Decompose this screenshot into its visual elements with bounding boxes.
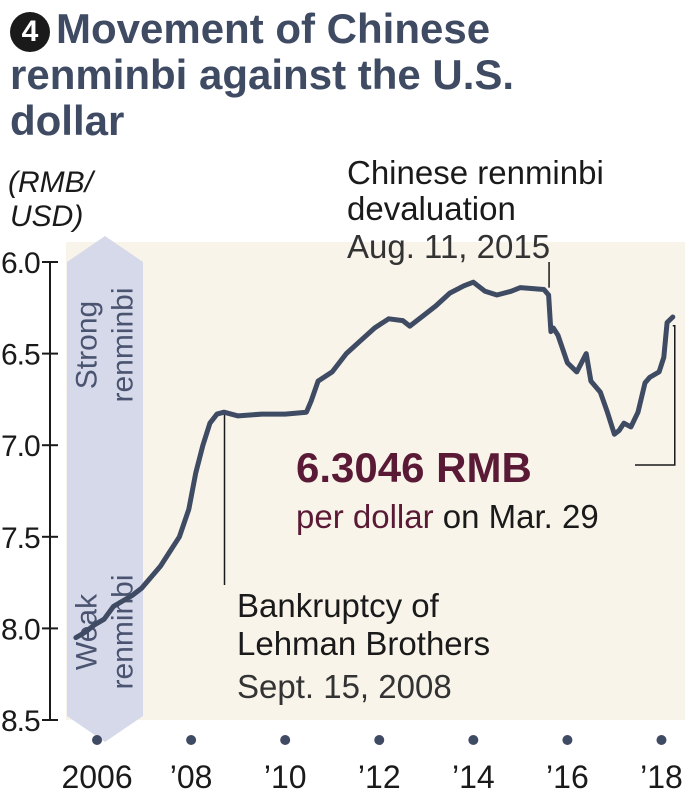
x-tick-label-1: ’08 <box>170 759 213 795</box>
y-tick-label-2: 7.0 <box>1 430 40 463</box>
latest-unit-line: per dollar on Mar. 29 <box>296 498 599 535</box>
y-tick-label-3: 7.5 <box>1 522 40 555</box>
y-axis-label-line-1: (RMB/ <box>8 166 96 199</box>
x-dot-5 <box>562 735 573 745</box>
chart-title: 4 Movement of Chinese renminbi against th… <box>10 6 680 144</box>
x-tick-label-4: ’14 <box>452 759 495 795</box>
y-tick-label-4: 8.0 <box>1 613 40 646</box>
strength-arrow-shape <box>67 236 143 742</box>
title-line-3: dollar <box>10 97 125 144</box>
x-tick-label-6: ’18 <box>640 759 683 795</box>
lehman-label-line-1: Bankruptcy of <box>237 587 440 624</box>
title-line-1: Movement of Chinese <box>56 5 491 52</box>
lehman-date: Sept. 15, 2008 <box>237 668 452 705</box>
devaluation-label-line-2: devaluation <box>347 190 516 227</box>
x-dot-1 <box>186 735 197 745</box>
y-tick-label-0: 6.0 <box>1 247 40 280</box>
x-dot-6 <box>656 735 667 745</box>
lehman-label-line-2: Lehman Brothers <box>237 625 490 662</box>
x-dot-3 <box>374 735 385 745</box>
x-tick-label-5: ’16 <box>546 759 589 795</box>
y-tick-label-1: 6.5 <box>1 339 40 372</box>
annotation-layer: (RMB/USD) Chinese renminbidevaluationAug.… <box>8 154 604 705</box>
x-tick-label-2: ’10 <box>264 759 307 795</box>
chart-background <box>66 242 685 720</box>
arrow-label-strong-renminbi: renminbi <box>107 287 140 402</box>
devaluation-label-line-1: Chinese renminbi <box>347 154 604 191</box>
axes: 6.0 6.5 7.0 7.5 8.0 8.5 2006 ’08 ’10 ’12 ’14 ’16 ’18 <box>1 247 683 795</box>
rmb-usd-series-line <box>73 279 676 641</box>
latest-date-label: on Mar. 29 <box>434 498 599 535</box>
series-layer <box>73 279 676 641</box>
x-dot-2 <box>280 735 291 745</box>
x-dot-0 <box>92 735 103 745</box>
latest-value-label: 6.3046 RMB <box>296 444 532 491</box>
x-tick-label-3: ’12 <box>358 759 401 795</box>
plot-background <box>66 242 685 720</box>
x-tick-label-0: 2006 <box>61 759 132 795</box>
devaluation-date: Aug. 11, 2015 <box>347 228 550 265</box>
latest-unit-label: per dollar <box>296 498 434 535</box>
y-tick-label-5: 8.5 <box>1 705 40 738</box>
x-dot-4 <box>468 735 479 745</box>
y-axis-label-line-2: USD) <box>10 200 83 233</box>
latest-leader-line <box>635 325 676 466</box>
arrow-label-strong: Strong <box>71 301 104 389</box>
leader-lines <box>223 262 676 585</box>
figure-number-badge: 4 <box>10 12 50 52</box>
title-line-2: renminbi against the U.S. <box>10 51 515 98</box>
